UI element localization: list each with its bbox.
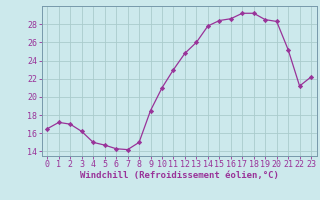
X-axis label: Windchill (Refroidissement éolien,°C): Windchill (Refroidissement éolien,°C) (80, 171, 279, 180)
